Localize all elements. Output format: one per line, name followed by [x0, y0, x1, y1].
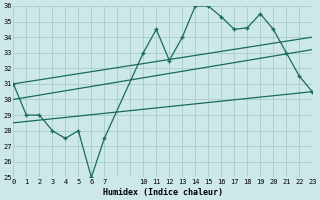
X-axis label: Humidex (Indice chaleur): Humidex (Indice chaleur) [103, 188, 223, 197]
